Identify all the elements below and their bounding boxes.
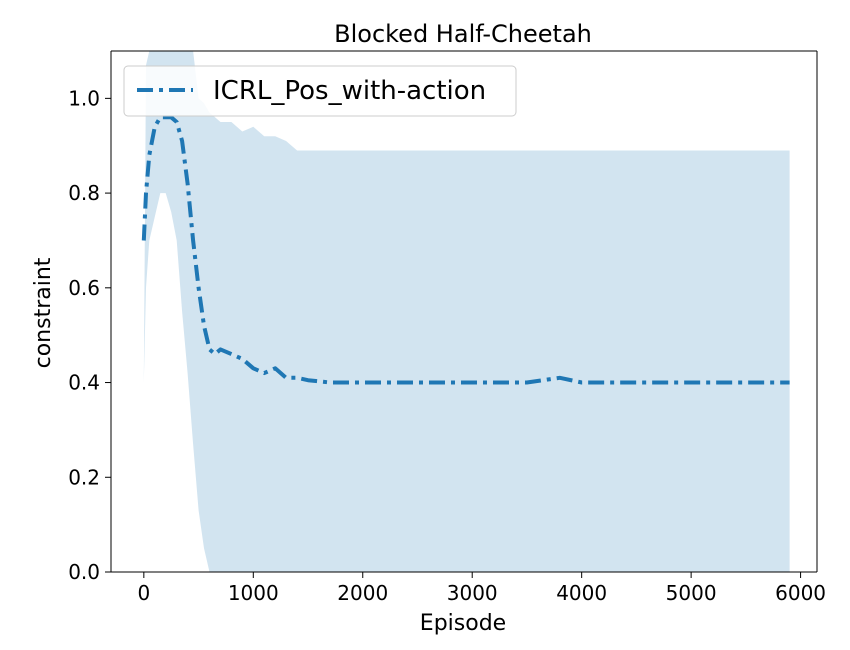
y-tick-label: 1.0 bbox=[68, 86, 100, 110]
y-tick-label: 0.6 bbox=[68, 276, 100, 300]
series-line bbox=[141, 115, 790, 385]
y-tick-label: 0.8 bbox=[68, 181, 100, 205]
x-tick-label: 2000 bbox=[337, 581, 388, 605]
ticks: 0 1000 2000 3000 4000 5000 6000 0.0 0.2 0.4 0.6 0.8… bbox=[68, 86, 826, 605]
legend-entry-label: ICRL_Pos_with-action bbox=[213, 76, 486, 106]
legend-box bbox=[123, 65, 517, 117]
y-tick-label: 0.2 bbox=[68, 465, 100, 489]
x-tick-label: 3000 bbox=[447, 581, 498, 605]
x-tick-label: 5000 bbox=[666, 581, 717, 605]
y-tick-label: 0.0 bbox=[68, 560, 100, 584]
confidence-band bbox=[143, 51, 790, 572]
axes bbox=[110, 50, 818, 573]
x-tick-label: 4000 bbox=[556, 581, 607, 605]
x-tick-label: 6000 bbox=[775, 581, 826, 605]
x-tick-label: 0 bbox=[137, 581, 150, 605]
x-axis-label: Episode bbox=[420, 611, 506, 636]
chart-title: Blocked Half-Cheetah bbox=[334, 20, 592, 48]
plot-area bbox=[141, 51, 790, 572]
x-tick-label: 1000 bbox=[228, 581, 279, 605]
legend: ICRL_Pos_with-action bbox=[123, 65, 517, 117]
y-tick-label: 0.4 bbox=[68, 371, 100, 395]
y-axis-label: constraint bbox=[31, 257, 56, 368]
